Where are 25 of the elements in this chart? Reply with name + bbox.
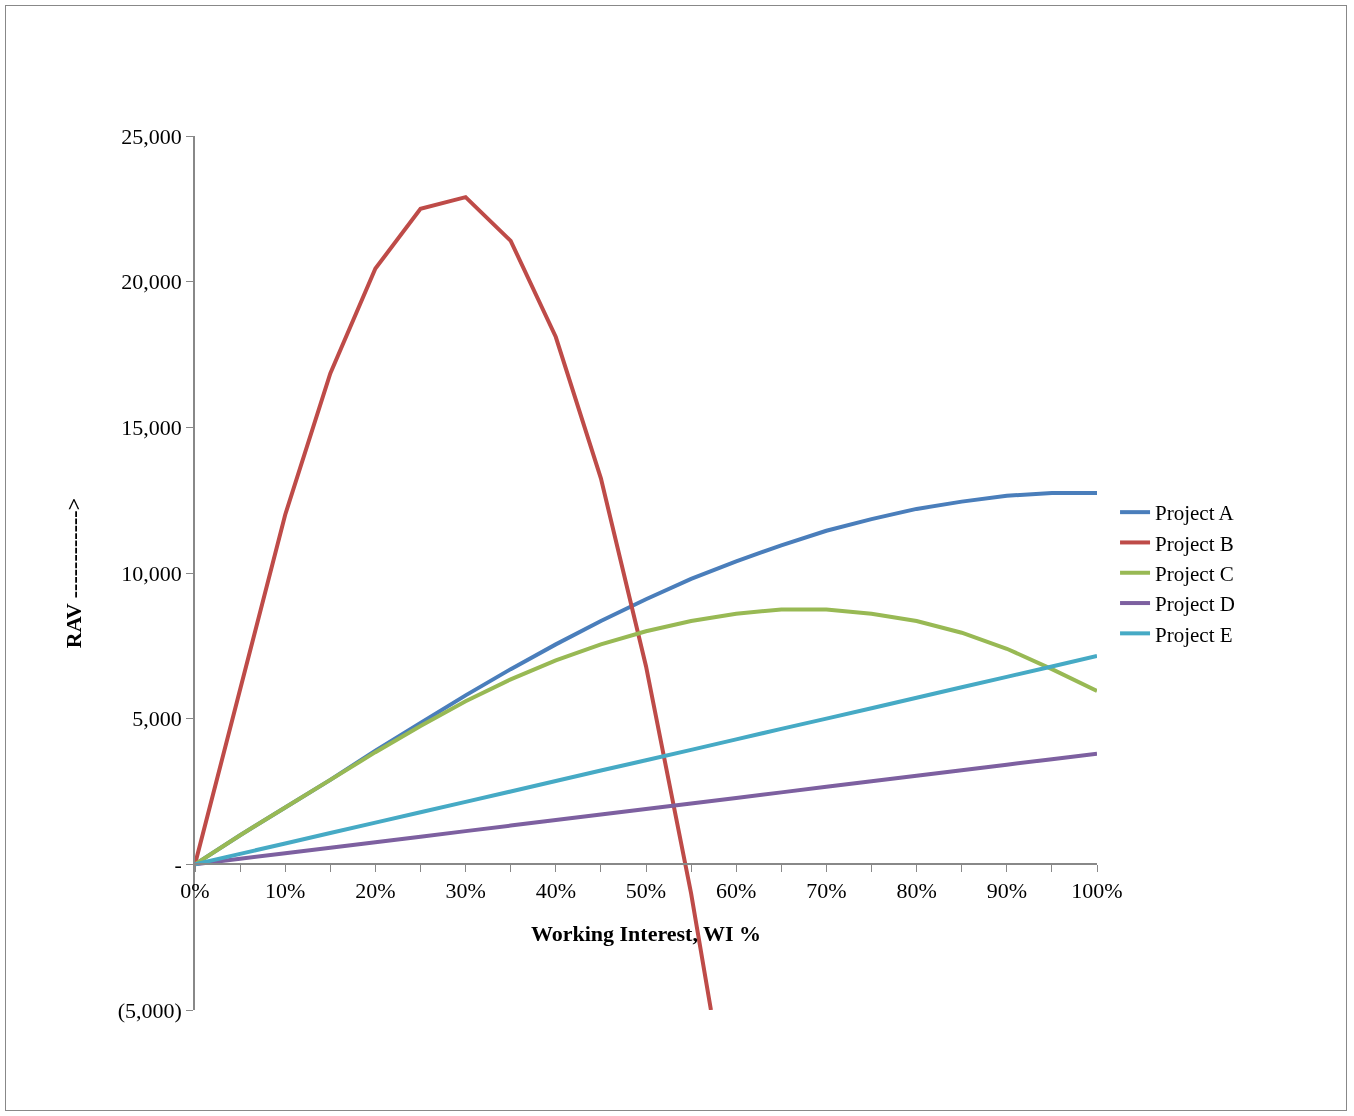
- y-tick-label: 25,000: [121, 123, 182, 149]
- x-tick-label: 100%: [1071, 878, 1123, 904]
- x-tick-label: 0%: [180, 878, 210, 904]
- y-tick-label: -: [174, 852, 182, 878]
- legend-label: Project A: [1155, 501, 1235, 526]
- y-tick-label: 15,000: [121, 415, 182, 441]
- y-tick-label: 10,000: [121, 560, 182, 586]
- x-tick-label: 70%: [806, 878, 847, 904]
- x-tick-label: 40%: [535, 878, 576, 904]
- x-tick-label: 90%: [986, 878, 1027, 904]
- y-tick-label: 20,000: [121, 269, 182, 295]
- y-tick-label: (5,000): [117, 997, 182, 1023]
- x-tick-label: 30%: [445, 878, 486, 904]
- legend-label: Project D: [1155, 592, 1235, 617]
- legend-label: Project B: [1155, 531, 1234, 556]
- y-axis-title: RAV ------------>: [60, 497, 86, 649]
- y-tick-label: 5,000: [132, 706, 182, 732]
- x-tick-label: 10%: [265, 878, 306, 904]
- x-tick-label: 60%: [716, 878, 757, 904]
- legend-label: Project E: [1155, 622, 1233, 647]
- x-axis-title: Working Interest, WI %: [530, 920, 762, 946]
- x-tick-label: 50%: [625, 878, 667, 904]
- x-tick-label: 80%: [896, 878, 937, 904]
- legend-label: Project C: [1155, 561, 1234, 586]
- x-tick-label: 20%: [355, 878, 396, 904]
